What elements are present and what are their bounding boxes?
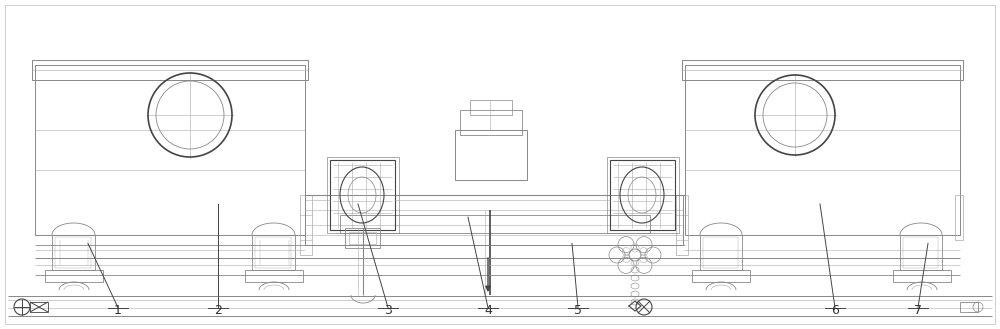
Bar [52,235,95,270]
Bar [893,270,951,282]
Text: 2: 2 [214,304,222,317]
Bar [692,270,750,282]
Bar [703,237,738,268]
Bar [349,232,376,244]
Text: 7: 7 [914,304,922,317]
Bar [252,235,295,270]
Bar [330,160,395,230]
Bar [305,195,683,245]
Bar [35,65,305,235]
Bar [700,235,742,270]
Bar [55,237,91,268]
Bar [903,237,938,268]
Text: 1: 1 [114,304,122,317]
Bar [300,195,312,255]
Bar [682,60,963,80]
Text: 3: 3 [384,304,392,317]
Bar [32,60,308,80]
Bar [900,235,942,270]
Bar [676,195,688,255]
Bar [610,160,675,230]
Text: 4: 4 [484,304,492,317]
Bar [255,237,291,268]
Bar [340,215,650,233]
Bar [45,270,103,282]
Text: 6: 6 [831,304,839,317]
Bar [955,195,963,240]
Bar [327,157,399,233]
Bar [960,302,978,312]
Bar [245,270,303,282]
Bar [30,302,48,312]
Bar [607,157,679,233]
Bar [345,228,380,248]
Bar [460,110,522,135]
Bar [455,130,527,180]
Bar [470,100,512,115]
Bar [685,65,960,235]
Text: 5: 5 [574,304,582,317]
